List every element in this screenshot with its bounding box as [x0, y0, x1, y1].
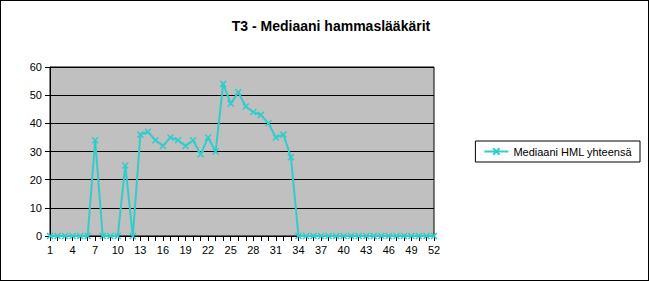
- svg-text:34: 34: [292, 244, 304, 256]
- svg-text:28: 28: [247, 244, 259, 256]
- svg-text:49: 49: [405, 244, 417, 256]
- svg-text:10: 10: [112, 244, 124, 256]
- svg-text:T3 - Mediaani hammaslääkärit: T3 - Mediaani hammaslääkärit: [232, 18, 431, 34]
- svg-text:46: 46: [383, 244, 395, 256]
- svg-text:16: 16: [157, 244, 169, 256]
- svg-text:13: 13: [134, 244, 146, 256]
- svg-text:37: 37: [315, 244, 327, 256]
- svg-text:25: 25: [225, 244, 237, 256]
- svg-text:Mediaani HML yhteensä: Mediaani HML yhteensä: [513, 146, 632, 158]
- svg-text:10: 10: [30, 202, 42, 214]
- svg-text:19: 19: [179, 244, 191, 256]
- svg-text:60: 60: [30, 61, 42, 73]
- svg-text:0: 0: [36, 230, 42, 242]
- svg-text:22: 22: [202, 244, 214, 256]
- svg-text:1: 1: [47, 244, 53, 256]
- svg-text:20: 20: [30, 174, 42, 186]
- svg-text:7: 7: [92, 244, 98, 256]
- svg-text:31: 31: [270, 244, 282, 256]
- svg-text:43: 43: [360, 244, 372, 256]
- svg-text:40: 40: [338, 244, 350, 256]
- svg-text:4: 4: [70, 244, 76, 256]
- svg-text:40: 40: [30, 117, 42, 129]
- svg-text:50: 50: [30, 89, 42, 101]
- svg-text:52: 52: [428, 244, 440, 256]
- svg-text:30: 30: [30, 146, 42, 158]
